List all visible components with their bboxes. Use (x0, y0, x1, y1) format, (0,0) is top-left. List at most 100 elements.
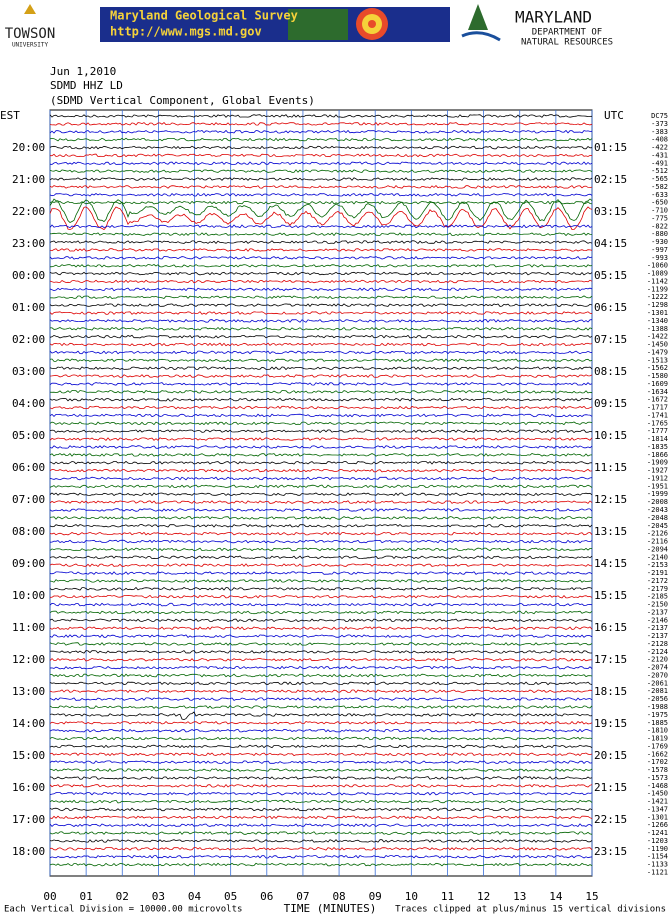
offset-label: -1819 (647, 735, 668, 743)
utc-label: 11:15 (594, 461, 627, 474)
utc-label: 18:15 (594, 685, 627, 698)
trace (49, 129, 593, 134)
offset-label: -1142 (647, 277, 668, 285)
offset-label: -1121 (647, 868, 668, 876)
trace (49, 311, 593, 315)
trace (49, 815, 593, 820)
trace (49, 295, 593, 300)
trace (49, 854, 593, 859)
offset-label: -1347 (647, 805, 668, 813)
x-tick-label: 08 (332, 890, 345, 903)
date: Jun 1,2010 (50, 65, 116, 78)
offset-label: -2120 (647, 656, 668, 664)
trace (49, 697, 593, 702)
offset-label: -1634 (647, 388, 668, 396)
dnr-sub: NATURAL RESOURCES (521, 38, 613, 48)
est-label: 23:00 (12, 237, 45, 250)
utc-label: 21:15 (594, 781, 627, 794)
trace (49, 673, 593, 678)
trace (49, 240, 593, 244)
trace (49, 114, 593, 118)
offset-label: -822 (651, 222, 668, 230)
trace (49, 634, 593, 638)
trace (49, 768, 593, 772)
est-label: 07:00 (12, 493, 45, 506)
trace (49, 689, 593, 694)
offset-label: -565 (651, 175, 668, 183)
trace (49, 468, 593, 473)
offset-label: -1814 (647, 435, 668, 443)
x-tick-label: 14 (549, 890, 563, 903)
logo-text: UNIVERSITY (12, 42, 49, 49)
offset-label: -1190 (647, 845, 668, 853)
trace (49, 198, 593, 223)
offset-label: -2074 (647, 664, 668, 672)
trace (49, 358, 593, 363)
footer-left: Each Vertical Division = 10000.00 microv… (4, 905, 242, 915)
offset-label: -1241 (647, 829, 668, 837)
offset-label: -582 (651, 183, 668, 191)
offset-label: -880 (651, 230, 668, 238)
trace (49, 121, 593, 126)
est-label: 06:00 (12, 461, 45, 474)
dnr-title: MARYLAND (515, 8, 592, 27)
offset-label: -775 (651, 214, 668, 222)
trace (49, 799, 593, 804)
utc-label: 04:15 (594, 237, 627, 250)
trace (50, 846, 593, 851)
trace (49, 161, 593, 166)
trace (49, 303, 593, 308)
offset-label: -633 (651, 191, 668, 199)
est-label: 17:00 (12, 813, 45, 826)
trace (49, 224, 593, 229)
utc-label: 07:15 (594, 333, 627, 346)
x-tick-label: 07 (296, 890, 309, 903)
offset-label: -650 (651, 199, 668, 207)
trace (49, 334, 593, 339)
trace (49, 192, 593, 197)
offset-label: -1199 (647, 285, 668, 293)
offset-label: -373 (651, 120, 668, 128)
trace (49, 571, 593, 575)
x-tick-label: 15 (585, 890, 598, 903)
trace (49, 728, 593, 733)
est-label: 20:00 (12, 141, 45, 154)
offset-label: -1479 (647, 348, 668, 356)
offset-label: -1222 (647, 293, 668, 301)
trace (49, 271, 593, 276)
trace (49, 508, 593, 512)
trace (49, 255, 593, 260)
utc-label: 03:15 (594, 205, 627, 218)
x-tick-label: 13 (513, 890, 526, 903)
trace (49, 405, 593, 410)
offset-label: -2070 (647, 671, 668, 679)
trace (49, 523, 593, 528)
est-label: 10:00 (12, 589, 45, 602)
offset-label: -2172 (647, 577, 668, 585)
trace (49, 248, 593, 252)
est-label: 04:00 (12, 397, 45, 410)
trace (49, 287, 593, 292)
offset-label: DC75 (651, 112, 668, 120)
offset-label: -1975 (647, 711, 668, 719)
utc-label: 10:15 (594, 429, 627, 442)
est-label: 22:00 (12, 205, 45, 218)
banner: Maryland Geological Survey http://www.mg… (100, 7, 450, 42)
offset-label: -2137 (647, 608, 668, 616)
trace (49, 264, 593, 268)
trace (49, 783, 593, 788)
offset-label: -1089 (647, 270, 668, 278)
footer-center: TIME (MINUTES) (284, 902, 377, 915)
offset-label: -1266 (647, 821, 668, 829)
offset-label: -1388 (647, 325, 668, 333)
est-label: 05:00 (12, 429, 45, 442)
logo-text: TOWSON (5, 26, 56, 42)
utc-label: 09:15 (594, 397, 627, 410)
est-label: 09:00 (12, 557, 45, 570)
est-label: 00:00 (12, 269, 45, 282)
offset-label: -2128 (647, 640, 668, 648)
offset-label: -2137 (647, 632, 668, 640)
trace (49, 137, 593, 142)
trace (49, 437, 593, 441)
